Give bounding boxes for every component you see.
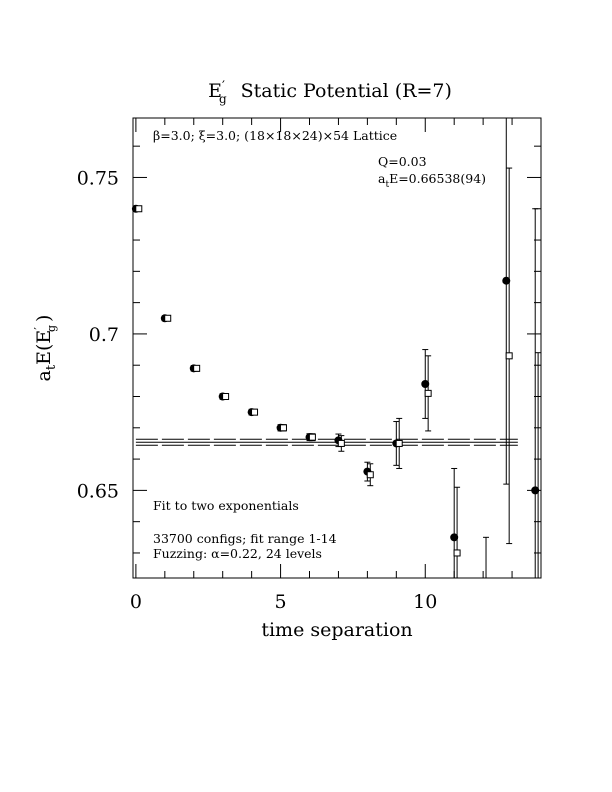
data-point-square (395, 439, 403, 447)
x-tick-label: 0 (130, 591, 142, 613)
x-axis-label: time separation (261, 619, 412, 641)
data-point-square (251, 408, 259, 416)
data-points (131, 118, 542, 578)
data-point-square (453, 549, 461, 557)
data-point-square (135, 205, 143, 213)
y-axis-label: atE(E′g) (32, 315, 59, 382)
x-tick-label: 10 (413, 591, 437, 613)
data-point-square (193, 364, 201, 372)
data-point-square (308, 433, 316, 441)
data-point-square (337, 439, 345, 447)
lattice-header: β=3.0; ξ=3.0; (18×18×24)×54 Lattice (153, 128, 397, 143)
data-point-circle (531, 486, 540, 495)
data-point-circle (421, 379, 430, 388)
fit-method-note: Fit to two exponentials (153, 498, 299, 513)
fit-band (135, 438, 518, 446)
y-tick-label: 0.7 (89, 324, 119, 346)
chart-title: E′ g Static Potential (R=7) (208, 79, 452, 106)
data-point-square (424, 389, 432, 397)
y-tick-label: 0.65 (77, 480, 119, 502)
axis-ticks (133, 118, 542, 578)
fit-energy-value: atE=0.66538(94) (378, 171, 486, 190)
fit-q-value: Q=0.03 (378, 154, 427, 169)
data-point-square (279, 424, 287, 432)
plot-frame (132, 117, 542, 579)
data-point-circle (502, 276, 511, 285)
axis-tick-labels: 0 5 10 0.65 0.7 0.75 (77, 167, 438, 613)
data-point-square (505, 352, 513, 360)
fuzzing-note: Fuzzing: α=0.22, 24 levels (153, 546, 322, 561)
data-point-square (164, 314, 172, 322)
data-point-square (366, 471, 374, 479)
y-tick-label: 0.75 (77, 167, 119, 189)
data-point-circle (450, 533, 459, 542)
x-tick-label: 5 (275, 591, 287, 613)
configs-note: 33700 configs; fit range 1-14 (153, 531, 337, 546)
data-point-square (222, 393, 230, 401)
